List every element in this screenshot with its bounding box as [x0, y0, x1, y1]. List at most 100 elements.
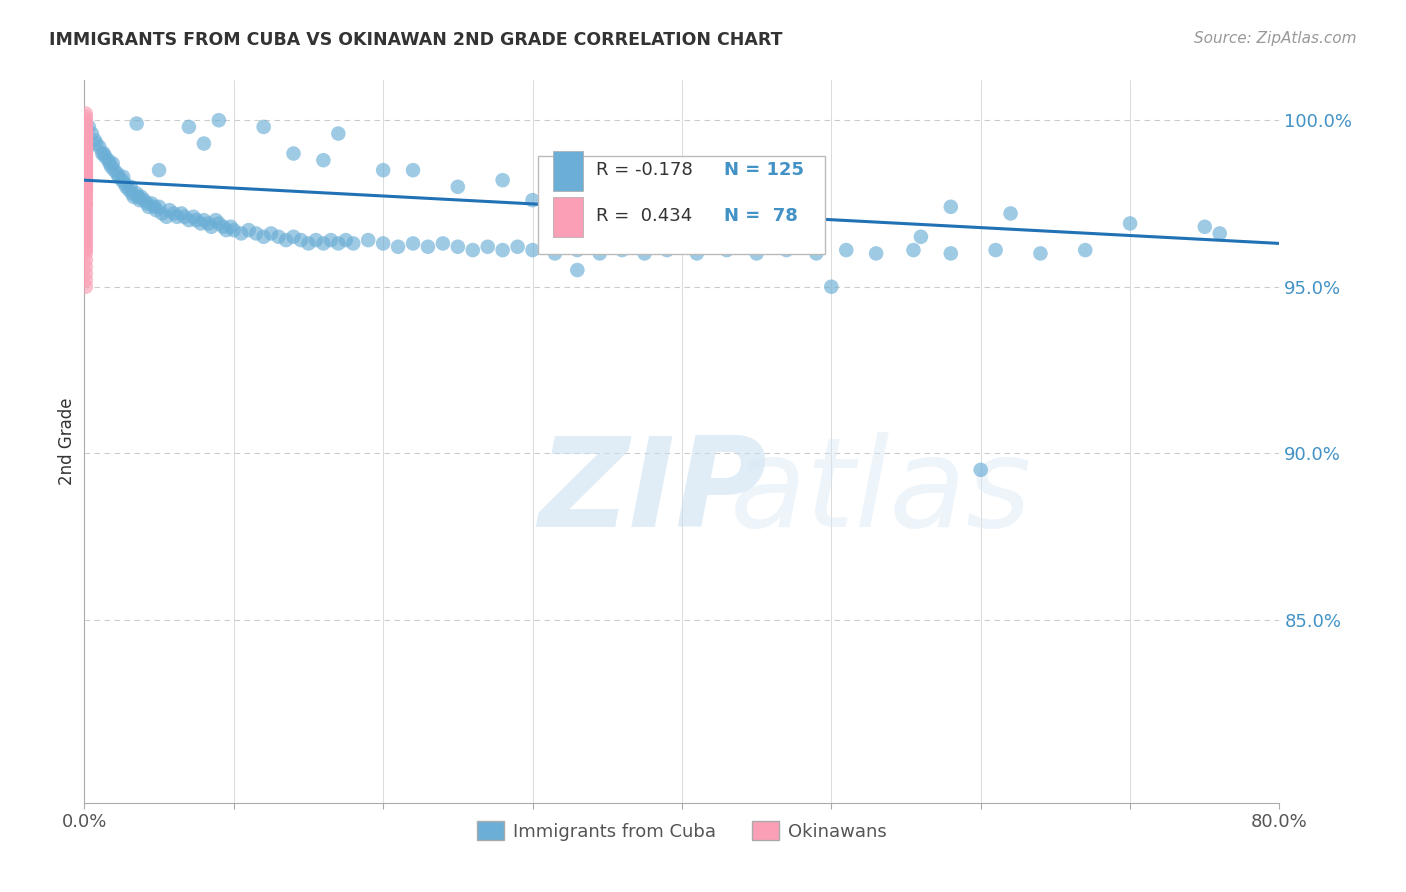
- Point: [75, 233, 97, 247]
- Point: [103, 163, 125, 178]
- Point: [75, 150, 97, 164]
- Point: [447, 240, 470, 254]
- Point: [75, 143, 97, 157]
- Point: [544, 246, 567, 260]
- Point: [138, 200, 160, 214]
- Point: [125, 186, 148, 201]
- Point: [75, 106, 97, 120]
- Point: [205, 213, 228, 227]
- Point: [238, 223, 260, 237]
- Point: [94, 150, 117, 164]
- Point: [75, 200, 97, 214]
- Point: [75, 169, 97, 184]
- Point: [100, 160, 122, 174]
- Point: [461, 243, 484, 257]
- Point: [716, 243, 738, 257]
- Point: [373, 163, 395, 178]
- Point: [373, 236, 395, 251]
- Point: [75, 219, 97, 234]
- Point: [75, 203, 97, 218]
- Point: [83, 133, 105, 147]
- Point: [253, 229, 276, 244]
- Point: [212, 219, 235, 234]
- Point: [177, 120, 200, 134]
- Point: [75, 206, 97, 220]
- Point: [416, 240, 439, 254]
- Point: [75, 240, 97, 254]
- Point: [75, 179, 97, 194]
- Point: [596, 206, 619, 220]
- Point: [231, 227, 253, 241]
- Point: [129, 190, 152, 204]
- Point: [127, 190, 149, 204]
- Point: [387, 240, 409, 254]
- Point: [75, 127, 97, 141]
- Point: [305, 233, 328, 247]
- Point: [148, 200, 170, 214]
- Point: [97, 153, 120, 168]
- Point: [75, 150, 97, 164]
- Point: [477, 240, 499, 254]
- Point: [1074, 243, 1097, 257]
- Point: [190, 217, 212, 231]
- Point: [1119, 217, 1142, 231]
- Point: [775, 243, 797, 257]
- Point: [75, 217, 97, 231]
- Point: [75, 163, 97, 178]
- Point: [186, 213, 208, 227]
- Point: [163, 206, 186, 220]
- Point: [75, 177, 97, 191]
- Point: [120, 179, 142, 194]
- Point: [105, 167, 128, 181]
- Point: [75, 183, 97, 197]
- Point: [222, 223, 245, 237]
- Point: [183, 210, 205, 224]
- Point: [1000, 206, 1022, 220]
- Point: [75, 196, 97, 211]
- Point: [121, 186, 143, 201]
- Point: [75, 173, 97, 187]
- Point: [447, 179, 470, 194]
- Point: [173, 210, 195, 224]
- Point: [75, 120, 97, 134]
- Point: [245, 227, 267, 241]
- Point: [75, 133, 97, 147]
- Point: [148, 163, 170, 178]
- Point: [219, 219, 242, 234]
- Point: [806, 246, 828, 260]
- Point: [984, 243, 1007, 257]
- Point: [745, 223, 768, 237]
- Point: [132, 193, 156, 207]
- Point: [75, 133, 97, 147]
- Point: [939, 246, 962, 260]
- Text: IMMIGRANTS FROM CUBA VS OKINAWAN 2ND GRADE CORRELATION CHART: IMMIGRANTS FROM CUBA VS OKINAWAN 2ND GRA…: [49, 31, 783, 49]
- Point: [128, 193, 150, 207]
- Point: [290, 233, 312, 247]
- Point: [283, 229, 305, 244]
- Y-axis label: 2nd Grade: 2nd Grade: [58, 398, 76, 485]
- Point: [522, 193, 544, 207]
- Text: Source: ZipAtlas.com: Source: ZipAtlas.com: [1194, 31, 1357, 46]
- Point: [107, 169, 129, 184]
- Point: [177, 213, 200, 227]
- Point: [193, 213, 215, 227]
- Point: [75, 223, 97, 237]
- Point: [75, 190, 97, 204]
- Point: [612, 243, 634, 257]
- Point: [193, 136, 215, 151]
- Text: R = -0.178: R = -0.178: [596, 161, 693, 179]
- FancyBboxPatch shape: [553, 197, 583, 236]
- Point: [75, 186, 97, 201]
- Point: [939, 200, 962, 214]
- Point: [970, 463, 993, 477]
- Point: [91, 146, 114, 161]
- Point: [75, 160, 97, 174]
- Point: [432, 236, 454, 251]
- Point: [75, 163, 97, 178]
- Point: [75, 153, 97, 168]
- Point: [75, 167, 97, 181]
- Point: [77, 120, 100, 134]
- Point: [267, 229, 290, 244]
- Point: [328, 127, 350, 141]
- Point: [75, 160, 97, 174]
